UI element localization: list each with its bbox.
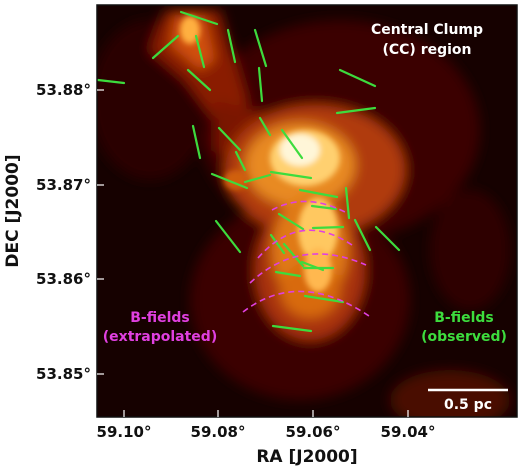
field-vector	[151, 34, 180, 60]
y-tick-label: 53.86°	[36, 270, 91, 288]
x-axis-ticks	[123, 410, 409, 417]
field-vector	[269, 170, 313, 180]
x-tick-label: 59.08°	[191, 423, 246, 441]
field-vector	[226, 28, 237, 64]
y-axis-label: DEC [J2000]	[3, 154, 23, 267]
field-vector	[335, 106, 377, 115]
x-tick-label: 59.10°	[97, 423, 152, 441]
x-tick-label: 59.04°	[381, 423, 436, 441]
field-vector	[311, 225, 345, 230]
y-tick-label: 53.85°	[36, 365, 91, 383]
extrapolated-label-line2: (extrapolated)	[103, 329, 217, 345]
field-vector	[194, 34, 206, 69]
plot-frame	[96, 4, 518, 418]
field-vector	[338, 68, 377, 88]
field-vector	[253, 28, 268, 68]
intensity-map	[97, 5, 517, 417]
field-vector	[210, 172, 249, 190]
field-vector	[280, 128, 304, 160]
field-vector	[257, 66, 264, 103]
region-title-line2: (CC) region	[382, 42, 471, 58]
y-axis-ticks	[97, 89, 104, 375]
observed-field-vectors	[96, 10, 401, 333]
field-vector	[243, 173, 272, 184]
scale-bar-label: 0.5 pc	[444, 397, 492, 413]
field-vector	[353, 218, 372, 252]
extrapolated-line	[257, 229, 353, 259]
x-tick-label: 59.06°	[286, 423, 341, 441]
field-vector	[274, 270, 302, 278]
field-vector	[96, 78, 126, 85]
observed-label-line1: B-fields	[434, 310, 494, 326]
field-vector	[234, 150, 247, 172]
field-vector	[217, 126, 242, 152]
extrapolated-line	[249, 253, 367, 284]
field-vector	[214, 219, 242, 254]
y-tick-label: 53.87°	[36, 176, 91, 194]
field-vector	[303, 294, 345, 304]
field-vector	[282, 242, 305, 268]
field-vector	[179, 10, 219, 26]
field-vector	[191, 124, 202, 160]
field-vector	[271, 324, 313, 333]
region-title-line1: Central Clump	[371, 22, 483, 38]
field-vector	[344, 186, 351, 220]
field-vector	[186, 68, 212, 92]
field-vector	[298, 188, 339, 199]
observed-label-line2: (observed)	[421, 329, 507, 345]
field-vector	[269, 233, 286, 255]
y-tick-label: 53.88°	[36, 81, 91, 99]
field-vector	[277, 212, 305, 231]
field-vector	[258, 116, 272, 137]
extrapolated-label-line1: B-fields	[130, 310, 190, 326]
x-axis-label: RA [J2000]	[256, 447, 357, 467]
field-vector	[310, 204, 338, 211]
field-vector	[374, 225, 401, 252]
extrapolated-field-lines	[242, 200, 373, 319]
extrapolated-line	[242, 290, 373, 319]
